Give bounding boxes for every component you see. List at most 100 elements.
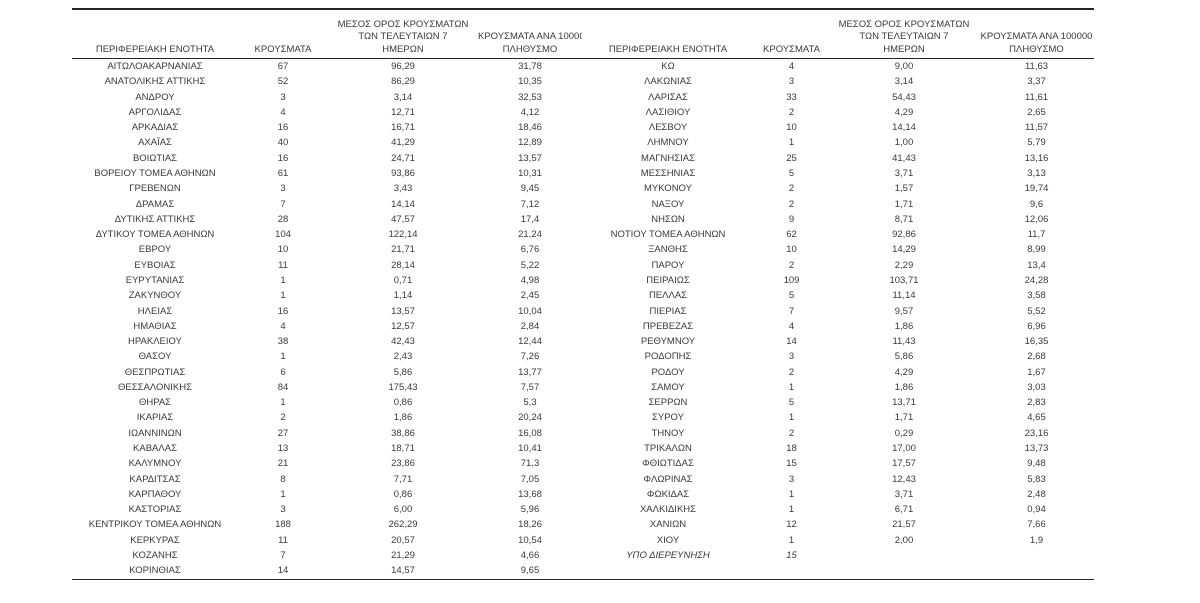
cases-cell: 7 [280,550,286,561]
cases-cell: 14 [277,565,289,577]
cases-cell: 10 [277,244,289,256]
avg7-cell: 262,29 [388,519,418,531]
header-avg7-line2: ΤΩΝ ΤΕΛΕΥΤΑΙΩΝ 7 [358,31,448,42]
table-row: ΖΑΚΥΝΘΟΥ 1 1,14 2,45 ΠΕΛΛΑΣ 5 11,14 3,58 [72,288,1094,303]
region-cell: ΣΥΡΟΥ [652,412,684,424]
region-cell: ΑΡΚΑΔΙΑΣ [131,122,179,134]
cases-cell: 16 [277,305,289,317]
per100k-cell: 2,83 [1027,397,1046,409]
cases-cell: 14 [786,336,797,348]
cases-cell: 4 [788,320,795,332]
region-cell: ΠΕΛΛΑΣ [648,290,688,302]
region-cell: ΔΡΑΜΑΣ [135,198,175,210]
region-cell: ΗΡΑΚΛΕΙΟΥ [128,336,182,348]
per100k-cell: 5,96 [520,504,540,516]
header-per100k-line1: ΚΡΟΥΣΜΑΤΑ ΑΝΑ 100000 [478,31,582,42]
per100k-cell: 8,99 [1027,244,1046,256]
cases-cell: 1 [280,290,286,302]
cases-cell: 3 [788,76,795,88]
per100k-cell: 7,12 [520,198,540,210]
cases-cell: 2 [788,198,795,210]
per100k-cell: 11,63 [1024,61,1049,72]
table-row: ΑΝΔΡΟΥ 3 3,14 32,53 ΛΑΡΙΣΑΣ 33 54,43 11,61 [72,90,1094,105]
cases-cell: 2 [788,106,795,118]
table-row: ΑΧΑΪΑΣ 40 41,29 12,89 ΛΗΜΝΟΥ 1 1,00 5,79 [72,135,1094,150]
region-cell: ΓΡΕΒΕΝΩΝ [129,183,181,195]
per100k-cell: 2,84 [520,320,540,332]
region-cell: ΣΕΡΡΩΝ [648,397,688,409]
cases-cell: 9 [788,213,795,225]
table-row: ΚΟΡΙΝΘΙΑΣ 14 14,57 9,65 [72,563,1094,579]
header-avg7-line2: ΤΩΝ ΤΕΛΕΥΤΑΙΩΝ 7 [859,31,949,42]
per100k-cell: 13,73 [1024,443,1049,455]
cases-cell: 3 [280,91,286,103]
cases-cell: 11 [278,534,288,546]
header-avg7-left: ΜΕΣΟΣ ΟΡΟΣ ΚΡΟΥΣΜΑΤΩΝ ΤΩΝ ΤΕΛΕΥΤΑΙΩΝ 7 Η… [328,9,478,59]
table-row: ΚΑΛΥΜΝΟΥ 21 23,86 71,3 ΦΘΙΩΤΙΔΑΣ 15 17,57 9,48 [72,456,1094,471]
header-avg7-line1: ΜΕΣΟΣ ΟΡΟΣ ΚΡΟΥΣΜΑΤΩΝ [337,18,469,30]
avg7-cell: 0,86 [393,397,413,409]
region-cell: ΕΥΒΟΙΑΣ [134,259,176,271]
cases-cell: 1 [788,381,795,393]
per100k-cell: 71,3 [520,458,540,470]
avg7-cell: 96,29 [391,61,415,72]
per100k-cell: 24,28 [1024,274,1049,286]
table-row: ΘΑΣΟΥ 1 2,43 7,26 ΡΟΔΟΠΗΣ 3 5,86 2,68 [72,349,1094,364]
table-row: ΒΟΙΩΤΙΑΣ 16 24,71 13,57 ΜΑΓΝΗΣΙΑΣ 25 41,43 13,1… [72,151,1094,166]
region-cell: ΡΟΔΟΠΗΣ [644,351,692,363]
region-cell: ΞΑΝΘΗΣ [648,244,688,256]
per100k-cell: 18,46 [518,122,542,134]
table-row: ΑΙΤΩΛΟΑΚΑΡΝΑΝΙΑΣ 67 96,29 31,78 ΚΩ 4 9,00 11,63 [72,59,1094,75]
region-cell: ΦΛΩΡΙΝΑΣ [643,473,693,485]
cases-cell: 16 [277,122,289,134]
avg7-cell: 16,71 [391,122,415,134]
cases-cell: 28 [277,213,289,225]
header-per100k-line2: ΠΛΗΘΥΣΜΟ [1009,43,1064,55]
cases-cell: 1 [280,351,286,363]
table-row: ΚΟΖΑΝΗΣ 7 21,29 4,66 ΥΠΟ ΔΙΕΡΕΥΝΗΣΗ 15 [72,548,1094,563]
avg7-cell: 1,86 [393,412,413,424]
cases-cell: 7 [788,305,795,317]
cases-cell: 21 [277,458,289,470]
per100k-cell: 11,61 [1024,91,1049,103]
region-cell: ΧΑΛΚΙΔΙΚΗΣ [639,504,697,516]
avg7-cell: 103,71 [889,274,919,286]
cases-cell: 67 [277,61,289,72]
table-row: ΗΛΕΙΑΣ 16 13,57 10,04 ΠΙΕΡΙΑΣ 7 9,57 5,52 [72,304,1094,319]
region-cell: ΒΟΙΩΤΙΑΣ [132,152,178,164]
region-cell: ΑΙΤΩΛΟΑΚΑΡΝΑΝΙΑΣ [107,61,203,72]
avg7-cell: 1,14 [393,290,413,302]
per100k-cell: 3,13 [1027,167,1046,179]
table-row: ΚΑΡΠΑΘΟΥ 1 0,86 13,68 ΦΩΚΙΔΑΣ 1 3,71 2,48 [72,487,1094,502]
avg7-cell: 3,14 [894,76,914,88]
cases-cell: 1 [788,137,795,149]
avg7-cell: 6,00 [393,504,413,516]
region-cell: ΚΟΖΑΝΗΣ [132,550,178,561]
per100k-cell: 4,98 [520,274,540,286]
table-body: ΑΙΤΩΛΟΑΚΑΡΝΑΝΙΑΣ 67 96,29 31,78 ΚΩ 4 9,00 11,63… [72,59,1094,580]
region-cell: ΗΜΑΘΙΑΣ [133,320,177,332]
per100k-cell: 2,45 [520,290,540,302]
header-per100k-line1: ΚΡΟΥΣΜΑΤΑ ΑΝΑ 100000 [980,31,1093,42]
cases-cell: 104 [275,229,291,241]
region-cell: ΚΟΡΙΝΘΙΑΣ [129,565,181,577]
region-cell [582,563,754,579]
region-cell: ΜΑΓΝΗΣΙΑΣ [641,152,695,164]
per100k-cell: 7,05 [520,473,540,485]
per100k-cell: 13,16 [1024,152,1049,164]
avg7-cell: 6,71 [894,504,914,516]
table-row: ΘΗΡΑΣ 1 0,86 5,3 ΣΕΡΡΩΝ 5 13,71 2,83 [72,395,1094,410]
per100k-cell: 13,57 [518,152,542,164]
cases-cell: 1 [788,504,795,516]
avg7-cell: 9,00 [894,61,914,72]
avg7-cell: 3,71 [894,167,914,179]
region-cell: ΡΕΘΥΜΝΟΥ [640,336,696,348]
per100k-cell: 5,79 [1027,137,1046,149]
per100k-cell: 4,65 [1027,412,1046,424]
avg7-cell: 18,71 [391,443,415,455]
region-cell: ΥΠΟ ΔΙΕΡΕΥΝΗΣΗ [626,550,710,561]
cases-cell: 2 [788,366,795,378]
cases-cell: 4 [280,320,286,332]
region-cell: ΦΘΙΩΤΙΔΑΣ [642,458,694,470]
